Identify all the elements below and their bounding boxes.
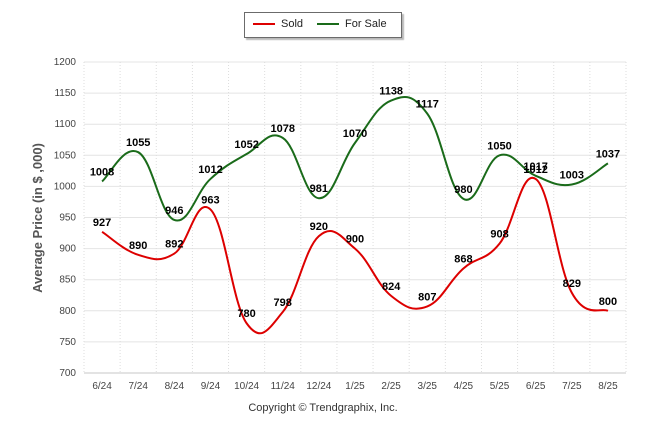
y-tick-label: 1000 xyxy=(54,181,77,192)
data-label-for-sale: 1117 xyxy=(416,99,439,111)
data-label-for-sale: 980 xyxy=(454,184,472,196)
grid xyxy=(83,61,627,374)
series xyxy=(101,95,609,335)
data-label-sold: 900 xyxy=(346,234,364,246)
x-tick-label: 6/24 xyxy=(92,381,112,392)
legend-item-sold[interactable]: Sold xyxy=(253,18,303,30)
x-tick-label: 1/25 xyxy=(345,381,365,392)
legend-label-sold: Sold xyxy=(281,18,304,30)
x-tick-label: 9/24 xyxy=(201,381,221,392)
data-label-for-sale: 1037 xyxy=(596,148,620,160)
series-line-sold[interactable] xyxy=(101,176,609,335)
data-label-for-sale: 1003 xyxy=(560,170,584,182)
y-tick-label: 800 xyxy=(59,306,76,317)
legend-item-for-sale[interactable]: For Sale xyxy=(317,18,387,30)
x-tick-label: 3/25 xyxy=(418,381,438,392)
data-label-sold: 920 xyxy=(310,221,328,233)
legend-swatch-sold xyxy=(253,23,275,26)
data-label-for-sale: 1008 xyxy=(90,166,114,178)
x-tick-label: 8/24 xyxy=(165,381,185,392)
data-label-for-sale: 1012 xyxy=(198,164,222,176)
y-tick-label: 1200 xyxy=(54,57,77,68)
data-label-sold: 824 xyxy=(382,281,401,293)
data-label-sold: 927 xyxy=(93,217,111,229)
legend-label-for-sale: For Sale xyxy=(345,18,387,30)
data-label-sold: 800 xyxy=(599,296,617,308)
data-label-sold: 890 xyxy=(129,240,147,252)
data-label-sold: 868 xyxy=(454,254,472,266)
y-axis-title: Average Price (in $ ,000) xyxy=(30,143,45,293)
x-tick-label: 7/24 xyxy=(128,381,148,392)
y-tick-label: 750 xyxy=(59,337,76,348)
y-tick-label: 850 xyxy=(59,275,76,286)
x-tick-label: 7/25 xyxy=(562,381,582,392)
x-tick-label: 4/25 xyxy=(454,381,474,392)
legend-swatch-for-sale xyxy=(317,23,339,26)
legend: Sold For Sale xyxy=(244,12,402,38)
data-label-for-sale: 1138 xyxy=(379,86,403,98)
y-tick-label: 700 xyxy=(59,368,76,379)
y-tick-label: 1150 xyxy=(54,88,76,99)
y-tick-label: 900 xyxy=(59,244,76,255)
data-label-sold: 780 xyxy=(237,308,255,320)
y-tick-label: 950 xyxy=(59,213,76,224)
x-tick-label: 11/24 xyxy=(271,381,296,392)
axes: 700 750 800 850 900 950 1000 1050 1100 1150 1200 6/… xyxy=(54,57,626,392)
data-label-sold: 1012 xyxy=(523,164,547,176)
x-tick-label: 10/24 xyxy=(234,381,259,392)
data-label-for-sale: 1050 xyxy=(487,140,511,152)
x-tick-label: 6/25 xyxy=(526,381,546,392)
copyright-text: Copyright © Trendgraphix, Inc. xyxy=(248,402,398,414)
data-label-sold: 798 xyxy=(274,297,292,309)
data-labels: 927 890 892 963 780 798 920 900 824 807 868 908 1012… xyxy=(90,86,620,321)
y-tick-label: 1100 xyxy=(54,119,76,130)
data-label-sold: 807 xyxy=(418,291,436,303)
data-label-sold: 908 xyxy=(490,229,508,241)
data-label-for-sale: 1017 xyxy=(523,161,547,173)
data-label-sold: 963 xyxy=(201,194,219,206)
x-tick-label: 5/25 xyxy=(490,381,510,392)
x-tick-label: 8/25 xyxy=(598,381,618,392)
x-tick-label: 2/25 xyxy=(381,381,401,392)
data-label-for-sale: 1070 xyxy=(343,128,367,140)
data-label-sold: 892 xyxy=(165,239,183,251)
data-label-for-sale: 1055 xyxy=(126,137,150,149)
y-tick-label: 1050 xyxy=(54,150,77,161)
x-tick-label: 12/24 xyxy=(306,381,331,392)
data-label-for-sale: 1052 xyxy=(234,139,258,151)
data-label-sold: 829 xyxy=(563,278,581,290)
data-label-for-sale: 946 xyxy=(165,205,183,217)
data-label-for-sale: 1078 xyxy=(270,123,294,135)
data-label-for-sale: 981 xyxy=(310,183,328,195)
series-line-for-sale[interactable] xyxy=(101,95,609,222)
